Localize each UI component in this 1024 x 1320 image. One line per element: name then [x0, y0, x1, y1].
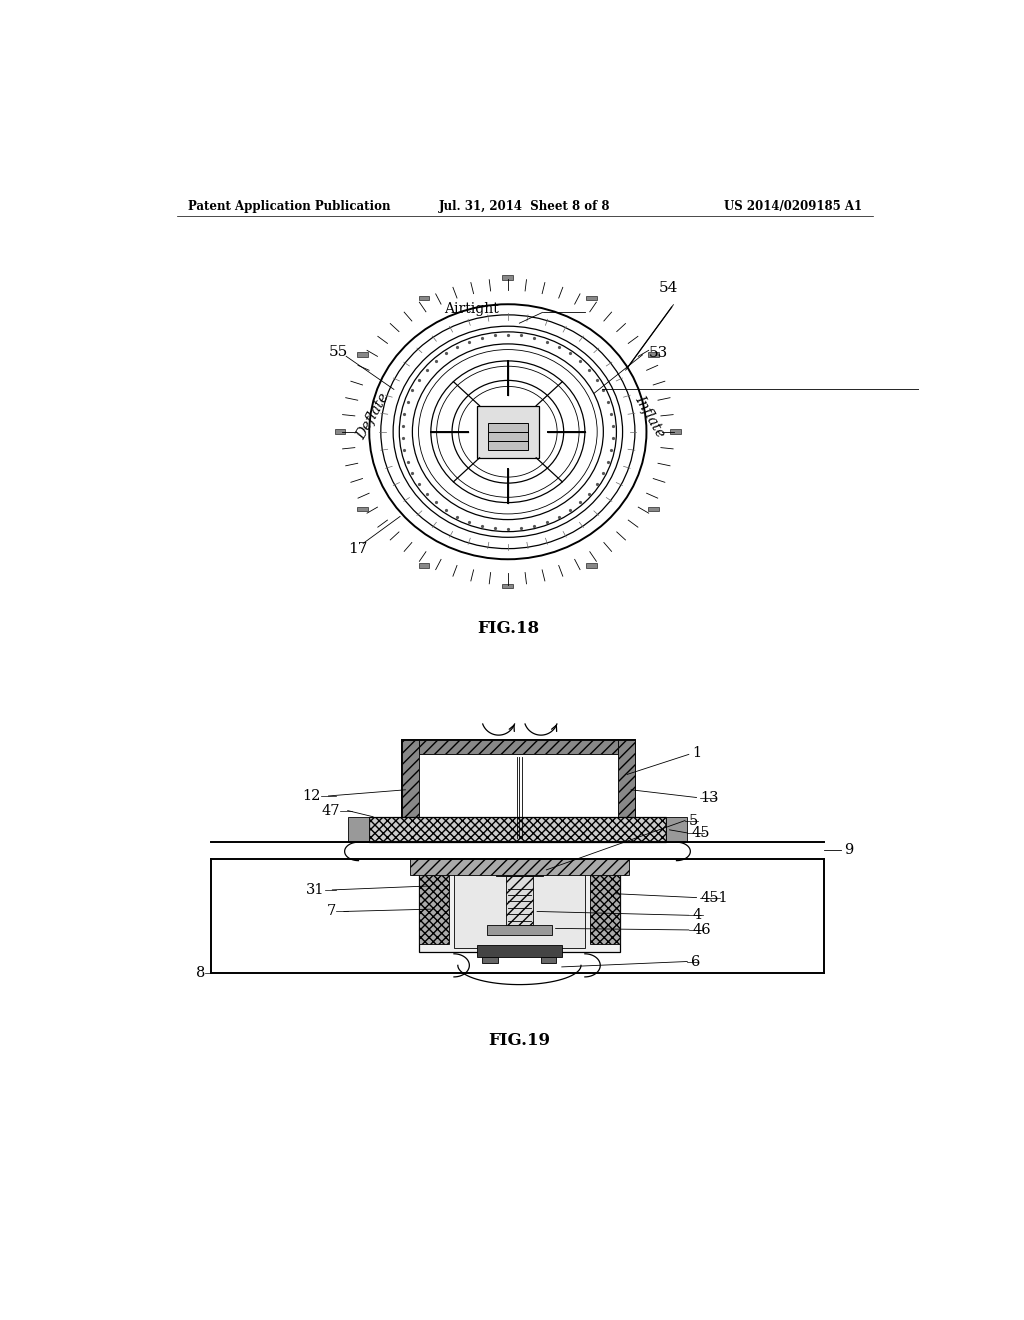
Bar — [419, 564, 429, 568]
Bar — [487, 441, 528, 450]
Bar — [401, 739, 419, 842]
Bar — [666, 817, 687, 842]
Bar — [503, 583, 513, 589]
Bar — [357, 352, 368, 356]
Bar — [370, 817, 666, 842]
Text: 1: 1 — [692, 746, 701, 760]
Text: 53: 53 — [649, 346, 668, 360]
Bar — [541, 957, 556, 964]
Text: 6: 6 — [691, 954, 700, 969]
Text: Inflate: Inflate — [633, 393, 668, 440]
Bar — [487, 422, 528, 432]
Bar — [587, 564, 597, 568]
Bar — [487, 432, 528, 441]
Bar — [482, 957, 498, 964]
Bar — [419, 296, 429, 301]
Bar — [506, 876, 534, 924]
Text: 17: 17 — [348, 541, 368, 556]
Bar — [648, 352, 658, 356]
Text: 451: 451 — [700, 891, 728, 904]
Bar — [497, 866, 543, 876]
Text: Jul. 31, 2014  Sheet 8 of 8: Jul. 31, 2014 Sheet 8 of 8 — [439, 199, 610, 213]
Text: 54: 54 — [658, 281, 678, 294]
Bar — [335, 429, 345, 434]
Bar — [419, 867, 449, 944]
Text: 9: 9 — [845, 843, 854, 857]
Text: 46: 46 — [692, 923, 712, 937]
Bar — [671, 429, 681, 434]
Bar — [357, 507, 368, 511]
Text: 31: 31 — [306, 883, 325, 896]
Text: 55: 55 — [329, 346, 348, 359]
Text: Airtight: Airtight — [443, 301, 499, 315]
Bar — [503, 275, 513, 280]
Bar — [419, 754, 617, 842]
Text: 45: 45 — [691, 826, 710, 840]
Bar — [617, 739, 635, 842]
Bar — [477, 945, 562, 957]
Bar — [401, 739, 635, 842]
Text: 47: 47 — [322, 804, 340, 817]
Bar — [454, 863, 585, 948]
Bar — [410, 858, 629, 875]
Text: 8: 8 — [196, 966, 205, 979]
Text: Patent Application Publication: Patent Application Publication — [188, 199, 391, 213]
Bar — [587, 296, 597, 301]
Bar — [648, 507, 658, 511]
Bar — [590, 867, 620, 944]
Bar — [419, 739, 617, 754]
Bar — [419, 859, 620, 952]
Text: 12: 12 — [302, 789, 321, 803]
Bar — [348, 817, 370, 842]
Text: US 2014/0209185 A1: US 2014/0209185 A1 — [724, 199, 862, 213]
Text: 13: 13 — [700, 791, 719, 804]
Text: 5: 5 — [689, 813, 698, 828]
Text: Deflate: Deflate — [354, 391, 392, 442]
Bar — [487, 924, 552, 935]
Text: FIG.18: FIG.18 — [477, 619, 539, 636]
Text: FIG.19: FIG.19 — [488, 1031, 551, 1048]
Text: 4: 4 — [692, 908, 701, 923]
Text: 7: 7 — [327, 904, 336, 919]
Bar — [477, 405, 539, 458]
